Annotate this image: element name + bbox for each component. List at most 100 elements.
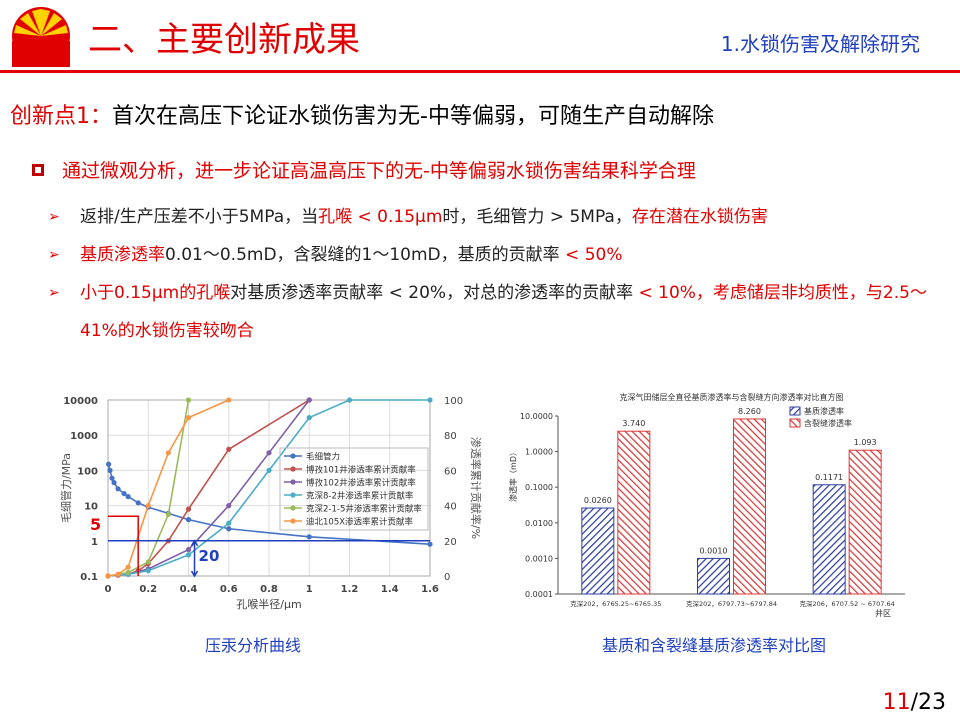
x-tick-label: 1.2 — [341, 584, 359, 595]
bar — [812, 484, 846, 595]
subpoints: ➢ 返排/生产压差不小于5MPa，当孔喉 < 0.15μm时，毛细管力 > 5MP… — [48, 198, 938, 350]
caption: 基质和含裂缝基质渗透率对比图 — [602, 636, 827, 655]
y2-tick-label: 20 — [444, 537, 457, 548]
legend-marker — [290, 518, 296, 524]
y-tick-label: 10 — [84, 502, 98, 513]
data-point — [115, 486, 121, 492]
data-point — [185, 415, 192, 421]
data-point — [226, 526, 232, 532]
page-total: /23 — [910, 690, 946, 715]
annotation-line — [108, 515, 139, 576]
bullet: 通过微观分析，进一步论证高温高压下的无-中等偏弱水锁伤害结果科学合理 — [62, 156, 696, 183]
subpoint-segment: 0.01～0.5mD，含裂缝的1～10mD，基质的贡献率 — [165, 245, 566, 265]
data-point — [185, 517, 192, 523]
data-point — [427, 397, 433, 403]
bar — [581, 507, 615, 595]
y-tick-label: 1.0000 — [525, 448, 553, 457]
logo — [12, 7, 70, 67]
x-tick-label: 克深202，6765.25~6765.35 — [570, 599, 661, 608]
x-tick-label: 0.6 — [220, 584, 238, 595]
data-point — [125, 569, 131, 576]
arrow-icon: ➢ — [48, 285, 60, 301]
data-point — [106, 461, 112, 467]
legend-marker — [290, 453, 296, 459]
y2-tick-label: 0 — [444, 572, 450, 583]
value-label: 8.260 — [738, 407, 761, 416]
data-point — [226, 397, 232, 403]
data-point — [306, 397, 312, 403]
point-text: 首次在高压下论证水锁伤害为无-中等偏弱，可随生产自动解除 — [112, 104, 714, 129]
bullet-icon — [32, 164, 44, 176]
legend-label: 毛细管力 — [306, 452, 340, 463]
data-point — [165, 450, 171, 456]
subpoint-segment: 时，毛细管力 > 5MPa， — [442, 207, 632, 227]
subpoint-text: 小于0.15μm的孔喉对基质渗透率贡献率 < 20%，对总的渗透率的贡献率 < … — [80, 274, 938, 350]
annotation: 20 — [199, 547, 220, 565]
arrow-icon: ➢ — [48, 209, 60, 225]
point: 创新点1：首次在高压下论证水锁伤害为无-中等偏弱，可随生产自动解除 — [10, 98, 714, 130]
legend-swatch — [789, 406, 801, 416]
page-number: 11/23 — [883, 690, 946, 715]
x-tick-label: 0.4 — [180, 584, 198, 595]
y-tick-label: 0.0010 — [525, 554, 553, 563]
legend-label: 含裂缝渗透率 — [804, 418, 852, 428]
x-tick-label: 克深206，6707.52 ~ 6707.64 — [800, 599, 895, 608]
y-tick-label: 0.0001 — [525, 590, 553, 599]
data-point — [145, 568, 151, 574]
point-label: 创新点1： — [10, 104, 112, 129]
bullet-text: 通过微观分析，进一步论证高温高压下的无-中等偏弱水锁伤害结果 — [62, 160, 620, 182]
legend-label: 克深8-2井渗透率累计贡献率 — [306, 491, 414, 502]
legend-frame — [279, 447, 429, 531]
y-tick-label: 10000 — [63, 396, 98, 407]
data-point — [306, 534, 312, 540]
data-point — [125, 564, 131, 570]
x-tick-label: 0.2 — [139, 584, 157, 595]
y-axis-label: 毛细管力/MPa — [59, 453, 73, 523]
x-tick-label: 0 — [105, 584, 112, 595]
data-point — [107, 467, 113, 473]
data-point — [185, 547, 192, 553]
data-point — [185, 552, 192, 558]
data-point — [226, 503, 232, 509]
y-tick-label: 1000 — [70, 431, 98, 442]
data-point — [121, 490, 127, 497]
data-point — [135, 500, 141, 506]
page-current: 11 — [882, 690, 911, 715]
y2-tick-label: 80 — [444, 431, 457, 442]
subpoint: ➢ 返排/生产压差不小于5MPa，当孔喉 < 0.15μm时，毛细管力 > 5MP… — [48, 198, 938, 236]
subpoint-text: 返排/生产压差不小于5MPa，当孔喉 < 0.15μm时，毛细管力 > 5MPa… — [80, 198, 768, 236]
subpoint-segment: < 10%，考虑储层非均质性，与2.5～41%的水锁伤害较吻合 — [80, 283, 927, 341]
subpoint-segment: 小于0.15μm的孔喉 — [80, 283, 231, 303]
charts: 0 0.2 0.4 0.6 0.8 1 1.2 1.4 1.60.111010010001000… — [59, 392, 905, 618]
data-point — [427, 541, 433, 547]
title: 二、主要创新成果 — [88, 20, 360, 60]
legend-marker — [290, 492, 296, 498]
data-point — [185, 397, 192, 403]
data-point — [145, 559, 151, 565]
subpoint-segment: 返排/生产压差不小于5MPa，当 — [80, 207, 319, 227]
legend-marker — [290, 505, 296, 511]
legend-label: 博孜102井渗透率累计贡献率 — [306, 478, 416, 489]
legend-label: 克深2-1-5井渗透率累计贡献率 — [306, 504, 422, 515]
bar — [697, 557, 730, 595]
data-point — [185, 506, 192, 512]
data-point — [306, 415, 312, 421]
x-tick-label: 0.8 — [260, 584, 278, 595]
y2-axis-label: 渗透率累计贡献率/% — [469, 437, 483, 539]
value-label: 0.0010 — [700, 546, 728, 555]
data-point — [109, 475, 115, 481]
y-tick-label: 0.0100 — [525, 519, 553, 528]
legend-marker — [290, 466, 296, 472]
legend-label: 迪北105X渗透率累计贡献率 — [306, 517, 414, 528]
axes — [557, 416, 905, 595]
arrow-icon: ➢ — [48, 247, 60, 263]
x-tick-label: 克深202，6797.73~6797.84 — [686, 599, 777, 608]
data-point — [145, 503, 151, 509]
annotation: 5 — [90, 515, 101, 534]
data-point — [226, 446, 232, 452]
y-tick-label: 0.1 — [80, 572, 98, 583]
x-axis-label: 井区 — [875, 608, 891, 618]
data-point — [165, 511, 171, 517]
data-point — [111, 480, 117, 486]
